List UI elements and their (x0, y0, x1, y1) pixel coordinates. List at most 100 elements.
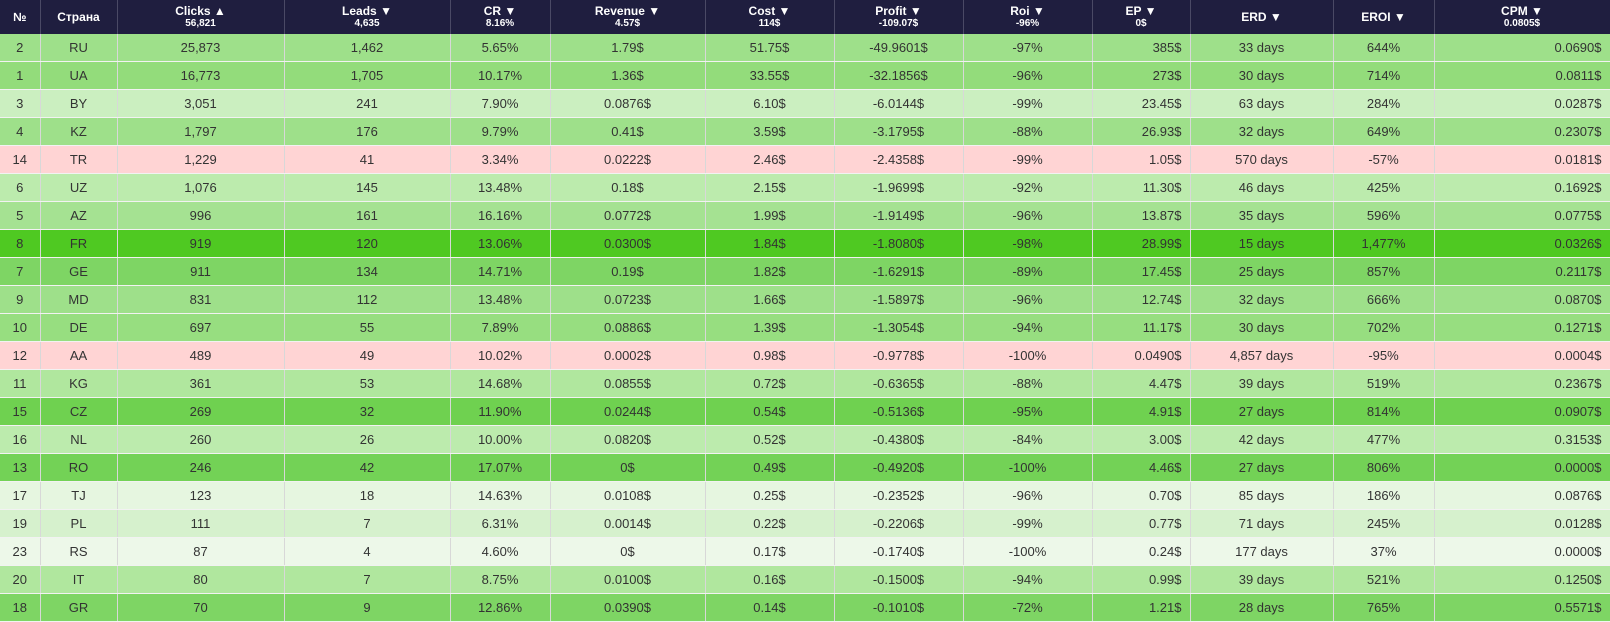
cell-ep: 385$ (1092, 34, 1191, 62)
cell-profit: -2.4358$ (834, 145, 964, 174)
cell-clicks: 260 (117, 425, 285, 454)
cell-no: 1 (0, 61, 41, 90)
cell-leads: 134 (284, 257, 451, 286)
cell-leads: 1,462 (284, 34, 451, 62)
column-header-cost[interactable]: Cost ▼ 114$ (705, 0, 835, 34)
column-header-erd[interactable]: ERD ▼ (1190, 0, 1334, 34)
cell-no: 16 (0, 425, 41, 454)
table-row[interactable]: 11 KG 361 53 14.68% 0.0855$ 0.72$ -0.6365$ -88% 4… (0, 369, 1610, 398)
cell-roi: -88% (963, 117, 1093, 146)
column-header-revenue[interactable]: Revenue ▼ 4.57$ (550, 0, 706, 34)
column-header-clicks[interactable]: Clicks ▲ 56,821 (117, 0, 285, 34)
cell-erd: 177 days (1190, 537, 1334, 566)
cell-leads: 42 (284, 453, 451, 482)
cell-cost: 1.99$ (705, 201, 835, 230)
cell-eroi: 245% (1333, 509, 1435, 538)
column-header-cpm[interactable]: CPM ▼ 0.0805$ (1434, 0, 1610, 34)
cell-cost: 0.22$ (705, 509, 835, 538)
cell-cpm: 0.5571$ (1434, 593, 1610, 622)
cell-cost: 1.84$ (705, 229, 835, 258)
column-header-cr[interactable]: CR ▼ 8.16% (450, 0, 551, 34)
cell-clicks: 16,773 (117, 61, 285, 90)
cell-profit: -6.0144$ (834, 89, 964, 118)
cell-erd: 27 days (1190, 397, 1334, 426)
cell-no: 14 (0, 145, 41, 174)
cell-country: BY (40, 89, 118, 118)
column-header-label: Revenue ▼ (594, 4, 661, 18)
table-row[interactable]: 10 DE 697 55 7.89% 0.0886$ 1.39$ -1.3054$ -94% 11… (0, 313, 1610, 342)
table-row[interactable]: 12 AA 489 49 10.02% 0.0002$ 0.98$ -0.9778$ -100%… (0, 341, 1610, 370)
cell-cr: 13.06% (450, 229, 551, 258)
cell-clicks: 831 (117, 285, 285, 314)
cell-eroi: 284% (1333, 89, 1435, 118)
table-row[interactable]: 8 FR 919 120 13.06% 0.0300$ 1.84$ -1.8080$ -98% 2… (0, 229, 1610, 258)
cell-revenue: 0$ (550, 453, 706, 482)
cell-country: PL (40, 509, 118, 538)
table-row[interactable]: 13 RO 246 42 17.07% 0$ 0.49$ -0.4920$ -100% 4.46$… (0, 453, 1610, 482)
cell-clicks: 489 (117, 341, 285, 370)
cell-country: NL (40, 425, 118, 454)
table-row[interactable]: 15 CZ 269 32 11.90% 0.0244$ 0.54$ -0.5136$ -95% 4… (0, 397, 1610, 426)
table-row[interactable]: 4 KZ 1,797 176 9.79% 0.41$ 3.59$ -3.1795$ -88% 26… (0, 117, 1610, 146)
cell-cost: 6.10$ (705, 89, 835, 118)
cell-roi: -95% (963, 397, 1093, 426)
cell-roi: -84% (963, 425, 1093, 454)
table-row[interactable]: 17 TJ 123 18 14.63% 0.0108$ 0.25$ -0.2352$ -96% 0… (0, 481, 1610, 510)
cell-cpm: 0.2307$ (1434, 117, 1610, 146)
cell-revenue: 0.0876$ (550, 89, 706, 118)
table-row[interactable]: 9 MD 831 112 13.48% 0.0723$ 1.66$ -1.5897$ -96% 1… (0, 285, 1610, 314)
column-header-country[interactable]: Страна (40, 0, 118, 34)
column-header-leads[interactable]: Leads ▼ 4,635 (284, 0, 451, 34)
cell-erd: 32 days (1190, 117, 1334, 146)
table-row[interactable]: 19 PL 111 7 6.31% 0.0014$ 0.22$ -0.2206$ -99% 0.7… (0, 509, 1610, 538)
cell-ep: 4.91$ (1092, 397, 1191, 426)
cell-cr: 16.16% (450, 201, 551, 230)
table-row[interactable]: 16 NL 260 26 10.00% 0.0820$ 0.52$ -0.4380$ -84% 3… (0, 425, 1610, 454)
cell-erd: 39 days (1190, 369, 1334, 398)
cell-cr: 10.17% (450, 61, 551, 90)
column-header-no[interactable]: № (0, 0, 41, 34)
table-row[interactable]: 2 RU 25,873 1,462 5.65% 1.79$ 51.75$ -49.9601$ -… (0, 34, 1610, 62)
table-row[interactable]: 18 GR 70 9 12.86% 0.0390$ 0.14$ -0.1010$ -72% 1.2… (0, 593, 1610, 622)
table-row[interactable]: 7 GE 911 134 14.71% 0.19$ 1.82$ -1.6291$ -89% 17.… (0, 257, 1610, 286)
cell-leads: 9 (284, 593, 451, 622)
table-row[interactable]: 14 TR 1,229 41 3.34% 0.0222$ 2.46$ -2.4358$ -99%… (0, 145, 1610, 174)
column-summary: -109.07$ (878, 18, 919, 29)
table-row[interactable]: 20 IT 80 7 8.75% 0.0100$ 0.16$ -0.1500$ -94% 0.99… (0, 565, 1610, 594)
cell-profit: -0.4380$ (834, 425, 964, 454)
column-summary: 4.57$ (614, 18, 641, 29)
cell-ep: 1.21$ (1092, 593, 1191, 622)
cell-cr: 13.48% (450, 285, 551, 314)
cell-erd: 28 days (1190, 593, 1334, 622)
cell-erd: 30 days (1190, 313, 1334, 342)
cell-cost: 1.39$ (705, 313, 835, 342)
cell-country: DE (40, 313, 118, 342)
cell-ep: 4.46$ (1092, 453, 1191, 482)
table-row[interactable]: 23 RS 87 4 4.60% 0$ 0.17$ -0.1740$ -100% 0.24$ 177… (0, 537, 1610, 566)
cell-no: 17 (0, 481, 41, 510)
column-header-profit[interactable]: Profit ▼ -109.07$ (834, 0, 964, 34)
cell-roi: -96% (963, 481, 1093, 510)
column-header-eroi[interactable]: EROI ▼ (1333, 0, 1435, 34)
cell-cost: 1.66$ (705, 285, 835, 314)
table-row[interactable]: 3 BY 3,051 241 7.90% 0.0876$ 6.10$ -6.0144$ -99%… (0, 89, 1610, 118)
cell-leads: 53 (284, 369, 451, 398)
cell-roi: -94% (963, 565, 1093, 594)
table-row[interactable]: 5 AZ 996 161 16.16% 0.0772$ 1.99$ -1.9149$ -96% 1… (0, 201, 1610, 230)
table-row[interactable]: 1 UA 16,773 1,705 10.17% 1.36$ 33.55$ -32.1856$… (0, 61, 1610, 90)
column-header-roi[interactable]: Roi ▼ -96% (963, 0, 1093, 34)
cell-country: RO (40, 453, 118, 482)
column-header-label: Profit ▼ (875, 4, 922, 18)
cell-ep: 3.00$ (1092, 425, 1191, 454)
column-header-ep[interactable]: EP ▼ 0$ (1092, 0, 1191, 34)
cell-profit: -0.1740$ (834, 537, 964, 566)
cell-roi: -98% (963, 229, 1093, 258)
cell-ep: 0.70$ (1092, 481, 1191, 510)
cell-erd: 15 days (1190, 229, 1334, 258)
cell-cr: 17.07% (450, 453, 551, 482)
table-row[interactable]: 6 UZ 1,076 145 13.48% 0.18$ 2.15$ -1.9699$ -92% 1… (0, 173, 1610, 202)
cell-clicks: 70 (117, 593, 285, 622)
cell-cost: 0.16$ (705, 565, 835, 594)
column-summary: 4,635 (354, 18, 380, 29)
cell-profit: -0.1500$ (834, 565, 964, 594)
